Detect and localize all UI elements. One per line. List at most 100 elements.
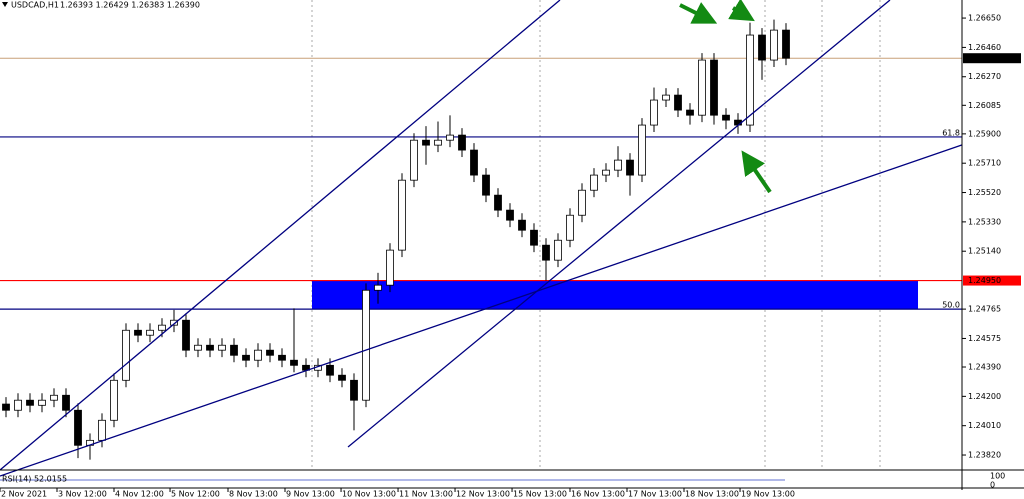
candle-body: [38, 399, 46, 406]
candle-body: [326, 364, 334, 376]
candle-body: [122, 329, 130, 381]
candle-body: [554, 239, 562, 261]
x-tick-label: 16 Nov 13:00: [571, 490, 625, 499]
price-axis-panel: [962, 0, 1024, 499]
candle-body: [242, 354, 250, 361]
candle-body: [194, 344, 202, 351]
candle-body: [338, 374, 346, 381]
x-tick-label: 11 Nov 13:00: [399, 490, 453, 499]
candle-body: [350, 379, 358, 401]
x-tick-label: 19 Nov 13:00: [741, 490, 795, 499]
candle-body: [410, 139, 418, 181]
arrow: [728, 0, 755, 22]
candle-body: [50, 394, 58, 401]
candle-body: [266, 349, 274, 356]
support-zone: [312, 280, 918, 310]
candle-body: [110, 379, 118, 421]
indicator-tick: 0: [990, 481, 995, 490]
arrow: [741, 150, 772, 194]
last-price-box: [963, 53, 1021, 64]
x-tick-label: 3 Nov 12:00: [58, 490, 107, 499]
arrows: [679, 0, 772, 194]
x-tick-label: 18 Nov 13:00: [685, 490, 739, 499]
y-tick-label: 1.25710: [968, 159, 1001, 168]
candle-body: [158, 324, 166, 331]
candle-body: [362, 289, 370, 401]
candle-body: [182, 319, 190, 351]
trend-lines: [0, 0, 986, 477]
candle-body: [206, 344, 214, 351]
x-tick-label: 17 Nov 13:00: [628, 490, 682, 499]
y-tick-label: 1.26650: [968, 14, 1001, 23]
y-tick-label: 1.24765: [968, 305, 1001, 314]
candle-body: [662, 94, 670, 101]
level-label: 61.8: [942, 128, 960, 137]
candle-body: [758, 34, 766, 61]
trend-line: [0, 136, 986, 477]
y-tick-label: 1.24390: [968, 363, 1001, 372]
y-tick-label: 1.24010: [968, 421, 1001, 430]
trend-line: [347, 0, 891, 448]
candle-body: [2, 403, 10, 411]
level-label-box: [963, 275, 1021, 286]
x-tick-label: 10 Nov 13:00: [342, 490, 396, 499]
candle-body: [542, 244, 550, 261]
level-label: 1.24950: [968, 276, 1001, 285]
candle-body: [374, 284, 382, 291]
last-price-label: 1.26390: [968, 54, 1001, 63]
candle-body: [638, 124, 646, 176]
candle-body: [722, 114, 730, 121]
quote: 1.26393 1.26429 1.26383 1.26390: [60, 1, 200, 10]
indicator-label: RSI(14) 52.0155: [2, 475, 67, 484]
x-tick-label: 15 Nov 13:00: [513, 490, 567, 499]
menu-icon[interactable]: [2, 2, 8, 7]
candle-body: [626, 159, 634, 176]
x-tick-label: 8 Nov 13:00: [229, 490, 278, 499]
candle-body: [74, 409, 82, 446]
candle-body: [530, 229, 538, 246]
grid: [311, 0, 881, 470]
candle-body: [146, 329, 154, 336]
candle-body: [134, 329, 142, 336]
candle-body: [230, 344, 238, 356]
candle-body: [686, 109, 694, 116]
y-tick-label: 1.23820: [968, 451, 1001, 460]
candle-body: [770, 29, 778, 61]
candle-body: [14, 399, 22, 411]
candle-body: [290, 359, 298, 366]
x-tick-label: 4 Nov 12:00: [115, 490, 164, 499]
candle-body: [278, 354, 286, 361]
x-tick-label: 9 Nov 13:00: [286, 490, 335, 499]
x-tick-label: 12 Nov 13:00: [456, 490, 510, 499]
candle-body: [26, 399, 34, 406]
candle-body: [98, 419, 106, 441]
y-tick-label: 1.26270: [968, 72, 1001, 81]
trend-line: [0, 0, 561, 471]
candle-body: [698, 59, 706, 116]
candle-body: [170, 319, 178, 326]
candle-body: [470, 149, 478, 176]
candle-body: [218, 344, 226, 351]
candle-body: [62, 394, 70, 411]
candle-body: [590, 174, 598, 191]
candle-body: [518, 219, 526, 231]
candle-body: [506, 209, 514, 221]
y-tick-label: 1.26085: [968, 101, 1001, 110]
y-tick-label: 1.25520: [968, 188, 1001, 197]
candle-body: [710, 59, 718, 116]
candle-body: [614, 159, 622, 171]
candles: [2, 19, 790, 460]
candle-body: [254, 349, 262, 361]
candle-body: [782, 29, 790, 59]
candle-body: [422, 139, 430, 146]
candle-body: [482, 174, 490, 196]
candle-body: [446, 134, 454, 141]
candle-body: [566, 214, 574, 241]
candle-body: [746, 34, 754, 126]
candle-body: [494, 194, 502, 211]
arrow: [679, 2, 718, 24]
candle-body: [386, 249, 394, 286]
